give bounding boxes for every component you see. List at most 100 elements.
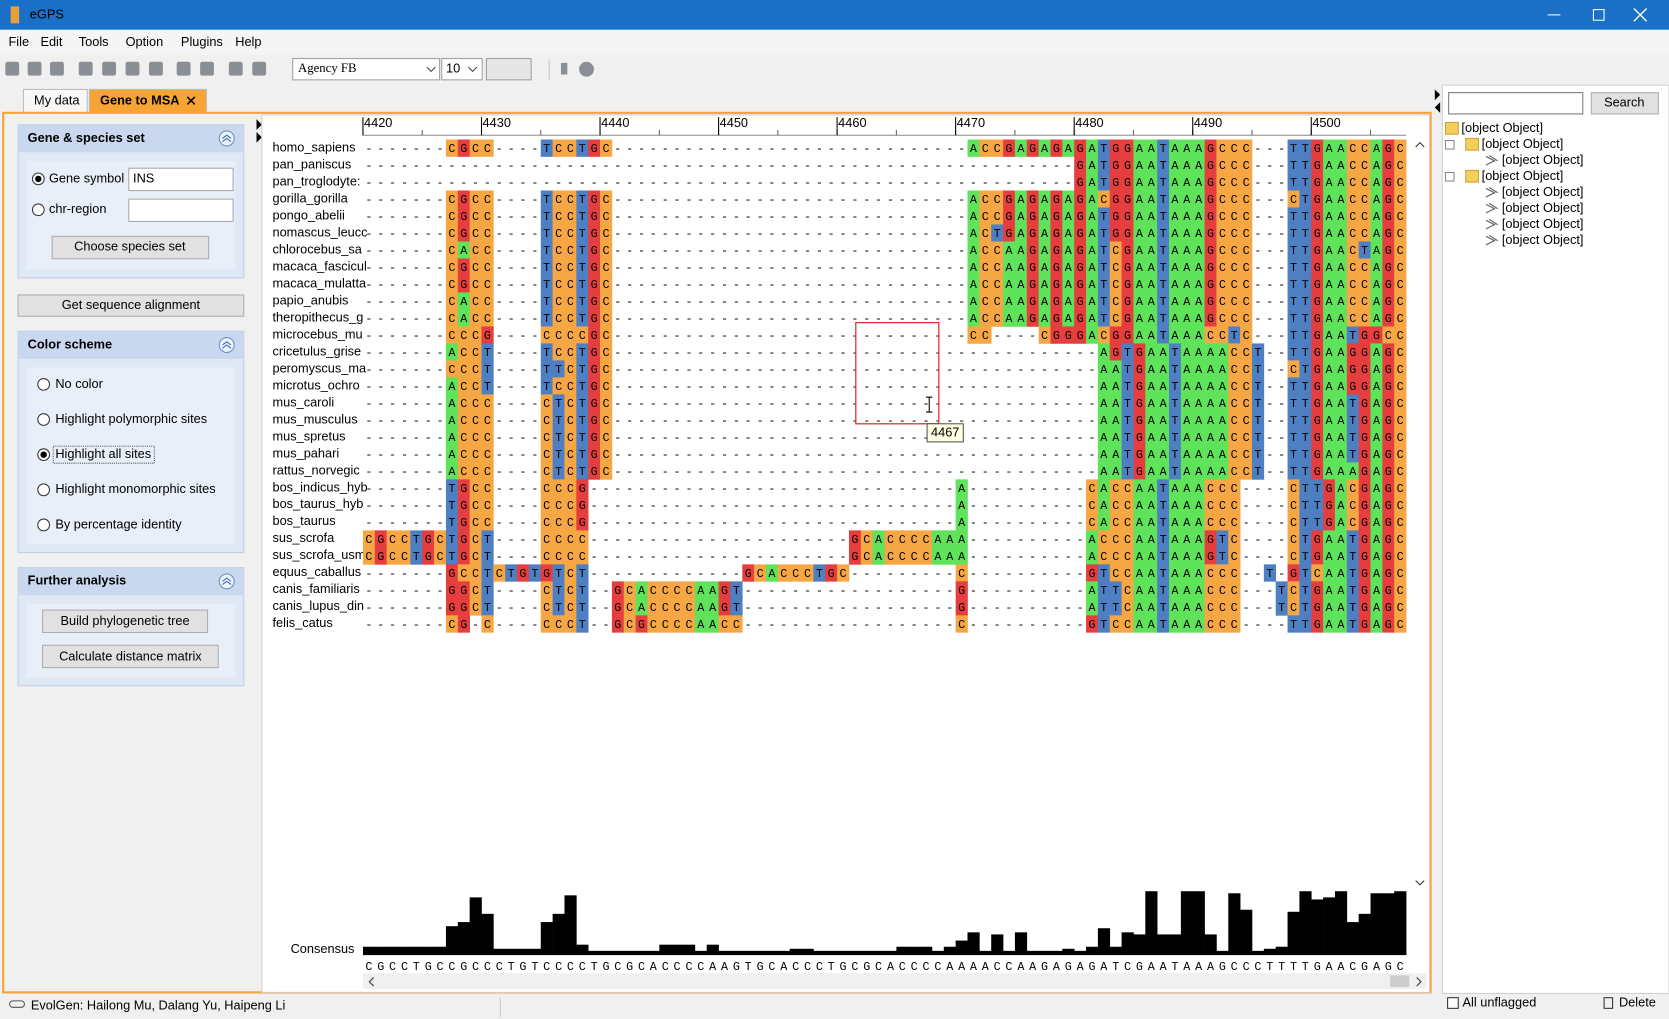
button[interactable] [17,294,245,317]
base-cell [552,292,565,310]
toolbar-button[interactable] [5,61,20,76]
toolbar-button[interactable] [27,61,42,76]
base-cell [576,394,589,412]
delete-button[interactable]: Delete [1619,994,1656,1009]
tree-node[interactable]: [object Object] [1502,232,1584,247]
menu-item[interactable]: Tools [79,34,109,49]
font-size-combo[interactable] [441,58,483,81]
base-cell [552,326,565,344]
text-color-button[interactable] [485,58,532,81]
stop-button[interactable] [579,61,594,77]
toolbar-button[interactable] [228,61,243,76]
base-cell [1157,173,1170,191]
section-title: Gene & species set [28,130,146,145]
scroll-left[interactable] [368,977,374,987]
radio-label[interactable]: Gene symbol [49,170,124,185]
button[interactable] [42,644,219,669]
text-input[interactable] [128,167,234,192]
base-cell [1133,207,1146,225]
tree-expander[interactable] [1444,140,1455,150]
button[interactable] [51,235,210,260]
toolbar-button[interactable] [125,61,140,76]
base-cell [1145,326,1158,344]
radio-button[interactable] [31,203,45,217]
species-name: peromyscus_ma [272,360,367,375]
tree-node[interactable]: [object Object] [1502,152,1584,167]
radio-label[interactable]: Highlight all sites [55,446,151,461]
h-scroll-thumb[interactable] [1390,975,1410,988]
toolbar-button[interactable] [200,61,214,76]
base-cell [683,581,696,599]
close-button[interactable] [1633,8,1648,22]
toolbar-button[interactable] [78,61,93,76]
radio-label[interactable]: Highlight monomorphic sites [55,481,215,496]
base-cell [1216,326,1229,344]
menu-item[interactable]: Plugins [181,34,223,49]
search-input[interactable] [1448,92,1584,115]
base-cell [1346,428,1359,446]
tree-node[interactable]: [object Object] [1482,168,1564,183]
button-label[interactable]: Get sequence alignment [62,297,201,312]
tree-node[interactable]: [object Object] [1482,136,1564,151]
base-cell [588,394,601,412]
base-cell [1121,173,1134,191]
font-combo[interactable] [292,58,441,81]
scroll-down[interactable] [1415,880,1425,886]
menu-item[interactable]: Help [235,34,261,49]
base-cell [1157,513,1170,531]
base-cell [481,394,494,412]
tree-node[interactable]: [object Object] [1502,184,1584,199]
tree-node[interactable]: [object Object] [1502,200,1584,215]
radio-button[interactable] [37,377,51,391]
scroll-right[interactable] [1416,977,1422,987]
base-cell [1311,428,1324,446]
toolbar-button[interactable] [176,61,191,76]
panel-toggle[interactable] [256,119,262,143]
tab-close[interactable] [186,96,196,105]
tab-label[interactable]: Gene to MSA [100,93,179,108]
button-label[interactable]: Build phylogenetic tree [60,613,189,628]
button[interactable] [42,609,209,634]
species-name: bos_taurus_hyb [272,496,363,511]
checkbox-label[interactable]: All unflagged [1463,994,1537,1009]
toolbar-button[interactable] [252,61,267,76]
base-cell [1323,173,1336,191]
text-input[interactable] [128,198,234,223]
radio-button[interactable] [37,518,51,532]
radio-label[interactable]: No color [55,376,103,391]
search-button[interactable] [1590,92,1659,115]
species-name: chlorocebus_sa [272,241,362,256]
tree-node[interactable]: [object Object] [1502,216,1584,231]
maximize-button[interactable] [1592,9,1605,21]
tab-label[interactable]: My data [34,93,80,108]
splitter-toggle[interactable] [1434,89,1441,113]
toolbar-button[interactable] [149,61,163,76]
toolbar-button[interactable] [102,61,117,76]
menu-item[interactable]: File [9,34,30,49]
pause-button[interactable] [560,62,568,75]
button-label[interactable]: Choose species set [74,238,186,253]
scroll-up[interactable] [1415,141,1425,148]
menu-item[interactable]: Option [126,34,164,49]
radio-label[interactable]: chr-region [49,201,106,216]
toolbar-button[interactable] [50,61,64,76]
radio-label[interactable]: Highlight polymorphic sites [55,411,207,426]
button-label[interactable]: Search [1604,95,1644,110]
base-cell [600,394,613,412]
tree-node[interactable]: [object Object] [1461,120,1543,135]
base-cell [564,394,577,412]
base-cell [1038,207,1051,225]
base-cell [659,581,672,599]
radio-button[interactable] [37,413,51,426]
radio-label[interactable]: By percentage identity [55,516,182,531]
base-cell [1204,411,1217,429]
base-cell [1346,139,1359,157]
button-label[interactable]: Calculate distance matrix [59,648,202,663]
base-cell [1311,156,1324,174]
radio-button[interactable] [37,483,51,497]
base-cell [1180,139,1194,157]
tree-expander[interactable] [1444,171,1455,182]
checkbox[interactable] [1447,997,1459,1009]
menu-item[interactable]: Edit [40,34,62,49]
base-cell [931,530,945,548]
